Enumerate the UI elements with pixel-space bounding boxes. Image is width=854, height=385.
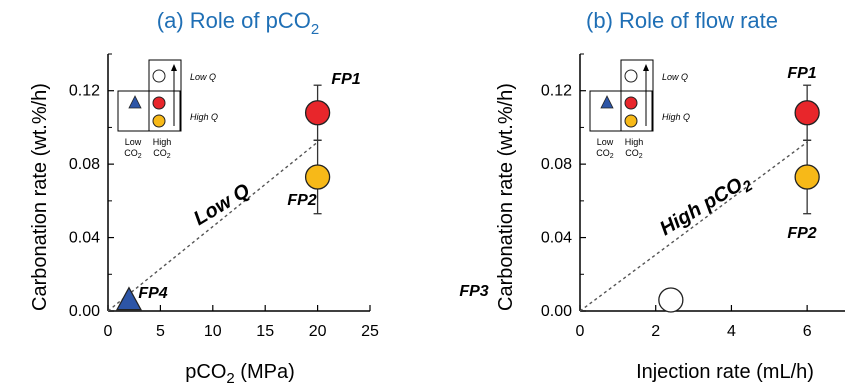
panel-a-legend-highco2-box: [148, 59, 182, 132]
panel-b-legend-white-circle: [624, 69, 638, 83]
panel-a-y-tick-label: 0.00: [69, 303, 100, 320]
panel-b-legend-high-q: High Q: [662, 112, 690, 122]
panel-a-point-fp1: [304, 100, 331, 126]
panel-b-legend-low-label: Low: [597, 137, 614, 147]
panel-b-y-tick-label: 0.12: [541, 83, 572, 100]
panel-a-title: (a) Role of pCO2: [157, 8, 319, 38]
panel-a-legend-low-label: Low: [125, 137, 142, 147]
panel-b-ylabel: Carbonation rate (wt.%/h): [495, 83, 517, 311]
panel-a-x-tick-label: 25: [361, 323, 379, 340]
panel-b-y-tick-label: 0.00: [541, 303, 572, 320]
panel-a-legend-high-q: High Q: [190, 112, 218, 122]
panel-a-legend-high-co2: CO2: [153, 148, 171, 160]
panel-b-label-fp1: FP1: [787, 65, 816, 82]
panel-b-legend-arrow-head: [643, 64, 649, 71]
panel-a-y-tick-label: 0.08: [69, 156, 100, 173]
panel-a-legend-yellow-circle: [152, 114, 166, 128]
panel-b-legend-low-co2: CO2: [596, 148, 614, 160]
panel-b-point-fp2: [794, 164, 820, 190]
panel-b-x-tick-label: 4: [727, 323, 736, 340]
panel-b-trend-label: High pCO2: [656, 169, 756, 243]
panel-b-title: (b) Role of flow rate: [586, 8, 778, 33]
panel-a-ylabel: Carbonation rate (wt.%/h): [29, 83, 51, 311]
panel-a-x-tick-label: 15: [256, 323, 274, 340]
panel-b-label-fp3: FP3: [459, 283, 488, 300]
panel-a-point-fp2: [304, 164, 331, 190]
panel-b-point-fp1: [794, 100, 820, 126]
panel-a-label-fp2: FP2: [287, 192, 316, 209]
panel-b-legend-red-circle: [624, 96, 638, 110]
panel-a-xlabel: pCO2 (MPa): [185, 361, 294, 385]
panel-b-point-fp3: [658, 287, 684, 313]
panel-b-x-tick-label: 0: [576, 323, 585, 340]
panel-a-point-fp4: [115, 286, 142, 311]
panel-a-x-tick-label: 0: [104, 323, 113, 340]
panel-a-trend-label: Low Q: [190, 179, 254, 230]
panel-a-legend-red-circle: [152, 96, 166, 110]
panel-a-label-fp4: FP4: [138, 285, 167, 302]
panel-b-legend-high-label: High: [625, 137, 644, 147]
panel-a-legend-low-co2: CO2: [124, 148, 142, 160]
panel-b-y-tick-label: 0.04: [541, 230, 572, 247]
panel-a-label-fp1: FP1: [331, 71, 360, 88]
panel-a-y-tick-label: 0.12: [69, 83, 100, 100]
panel-b-legend-triangle: [600, 95, 614, 109]
panel-a-legend-triangle: [128, 95, 142, 109]
panel-b-label-fp2: FP2: [787, 225, 816, 242]
panel-a-legend-arrow-head: [171, 64, 177, 71]
panel-a-x-tick-label: 10: [204, 323, 222, 340]
panel-a-trend-line: [107, 141, 319, 312]
panel-b-legend-highco2-box: [620, 59, 654, 132]
panel-b-x-tick-label: 6: [803, 323, 812, 340]
panel-b: 0.00 0.04 0.08 0.12 0 2 4 6 High pCO2 FP1 FP2 FP3 Lo…: [459, 53, 845, 340]
panel-b-legend-low-q: Low Q: [662, 72, 688, 82]
panel-b-xlabel: Injection rate (mL/h): [636, 361, 814, 383]
panel-a: 0.00 0.04 0.08 0.12 0 5 10 15 20 25 Low Q FP1 FP2 FP4…: [69, 53, 379, 340]
panel-b-y-tick-label: 0.08: [541, 156, 572, 173]
panel-b-trend-line: [579, 141, 808, 312]
panel-a-legend-low-q: Low Q: [190, 72, 216, 82]
panel-a-x-tick-label: 20: [309, 323, 327, 340]
panel-b-x-tick-label: 2: [651, 323, 660, 340]
panel-b-legend-yellow-circle: [624, 114, 638, 128]
panel-a-legend-high-label: High: [153, 137, 172, 147]
panel-a-x-tick-label: 5: [156, 323, 165, 340]
panel-a-y-tick-label: 0.04: [69, 230, 100, 247]
panel-b-legend-high-co2: CO2: [625, 148, 643, 160]
panel-a-legend-white-circle: [152, 69, 166, 83]
